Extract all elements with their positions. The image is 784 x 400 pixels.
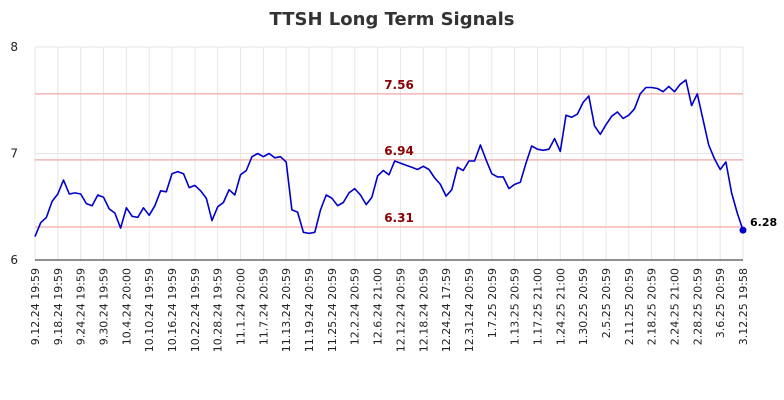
x-tick-label: 10.28.24 19:59 — [212, 268, 225, 352]
x-tick-label: 9.24.24 19:59 — [75, 268, 88, 345]
x-tick-labels: 9.12.24 19:59 9.18.24 19:59 9.24.24 19:59 9… — [29, 268, 750, 352]
annotations: 7.56 6.94 6.31 6.28 — [384, 78, 777, 229]
x-tick-label: 2.5.25 20:59 — [600, 268, 613, 338]
x-tick-label: 2.28.25 20:59 — [691, 268, 704, 345]
x-tick-label: 2.18.25 20:59 — [646, 268, 659, 345]
x-tick-label: 11.19.24 20:59 — [303, 268, 316, 352]
level-label: 6.31 — [384, 211, 414, 225]
x-tick-label: 9.18.24 19:59 — [52, 268, 65, 345]
x-tick-label: 1.17.25 21:00 — [531, 268, 544, 345]
x-tick-label: 12.18.24 20:59 — [417, 268, 430, 352]
y-tick-labels: 6 7 8 — [10, 40, 18, 267]
x-tick-label: 1.13.25 20:59 — [509, 268, 522, 345]
x-tick-label: 11.25.24 20:59 — [326, 268, 339, 352]
x-tick-label: 9.12.24 19:59 — [29, 268, 42, 345]
x-tick-label: 12.24.24 17:59 — [440, 268, 453, 352]
x-tick-label: 12.2.24 20:59 — [349, 268, 362, 345]
x-tick-label: 2.24.25 21:00 — [668, 268, 681, 345]
y-tick-label: 8 — [10, 40, 18, 54]
x-tick-label: 10.4.24 20:00 — [120, 268, 133, 345]
x-tick-label: 11.13.24 20:59 — [280, 268, 293, 352]
x-tick-label: 12.12.24 20:59 — [394, 268, 407, 352]
chart-title: TTSH Long Term Signals — [270, 9, 515, 30]
x-tick-label: 3.6.25 20:59 — [714, 268, 727, 338]
x-tick-label: 11.7.24 20:59 — [257, 268, 270, 345]
level-label: 6.94 — [384, 144, 414, 158]
x-tick-label: 1.30.25 20:59 — [577, 268, 590, 345]
x-tick-label: 3.12.25 19:58 — [737, 268, 750, 345]
x-tick-label: 10.10.24 19:59 — [143, 268, 156, 352]
price-line — [34, 79, 744, 237]
signal-levels — [35, 93, 743, 228]
x-tick-label: 2.11.25 20:59 — [623, 268, 636, 345]
y-tick-label: 6 — [10, 253, 18, 267]
x-tick-label: 1.24.25 21:00 — [554, 268, 567, 345]
x-tick-label: 12.6.24 21:00 — [372, 268, 385, 345]
series-group — [34, 79, 747, 237]
last-point-marker — [739, 226, 747, 234]
x-tick-label: 12.31.24 20:59 — [463, 268, 476, 352]
last-value-label: 6.28 — [750, 216, 777, 229]
level-label: 7.56 — [384, 78, 414, 92]
x-tick-label: 9.30.24 19:59 — [98, 268, 111, 345]
x-tick-label: 11.1.24 20:00 — [235, 268, 248, 345]
x-tick-label: 10.22.24 19:59 — [189, 268, 202, 352]
y-tick-label: 7 — [10, 147, 18, 161]
x-tick-label: 10.16.24 19:59 — [166, 268, 179, 352]
x-tick-label: 1.7.25 20:59 — [486, 268, 499, 338]
